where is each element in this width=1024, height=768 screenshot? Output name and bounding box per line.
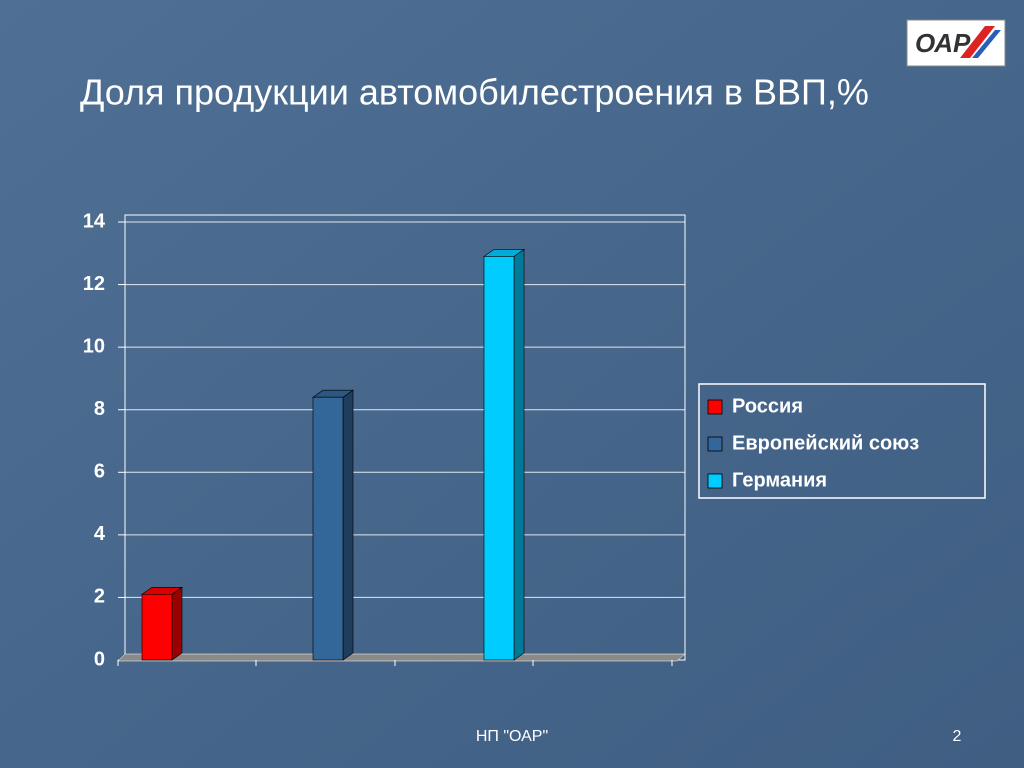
logo-stripe bbox=[960, 26, 995, 58]
page-number: 2 bbox=[953, 728, 962, 745]
legend-label: Россия bbox=[732, 395, 803, 417]
y-tick-label: 10 bbox=[83, 335, 105, 357]
y-tick-label: 14 bbox=[83, 210, 106, 232]
legend-swatch bbox=[707, 399, 723, 415]
legend-label: Германия bbox=[732, 469, 827, 491]
footer-text: НП "ОАР" bbox=[476, 728, 548, 745]
legend-swatch bbox=[707, 436, 723, 452]
legend-swatch bbox=[707, 473, 723, 489]
bar-side bbox=[513, 248, 525, 661]
y-tick-label: 4 bbox=[94, 523, 106, 545]
slide-title: Доля продукции автомобилестроения в ВВП,… bbox=[80, 72, 869, 113]
y-tick-label: 6 bbox=[94, 461, 105, 483]
floor bbox=[117, 653, 686, 662]
y-tick-label: 2 bbox=[94, 586, 105, 608]
bar bbox=[483, 256, 515, 661]
y-tick-label: 12 bbox=[83, 273, 105, 295]
y-tick-label: 0 bbox=[94, 648, 105, 670]
logo: ОАР bbox=[906, 19, 1006, 67]
bar-side bbox=[171, 586, 183, 661]
bar bbox=[141, 593, 173, 661]
bar bbox=[312, 396, 344, 661]
bar-side bbox=[342, 389, 354, 661]
legend-label: Европейский союз bbox=[732, 432, 919, 454]
logo-stripe bbox=[972, 30, 1001, 58]
logo-mark: ОАР bbox=[915, 28, 971, 58]
y-tick-label: 8 bbox=[94, 398, 105, 420]
legend-box bbox=[698, 383, 986, 499]
